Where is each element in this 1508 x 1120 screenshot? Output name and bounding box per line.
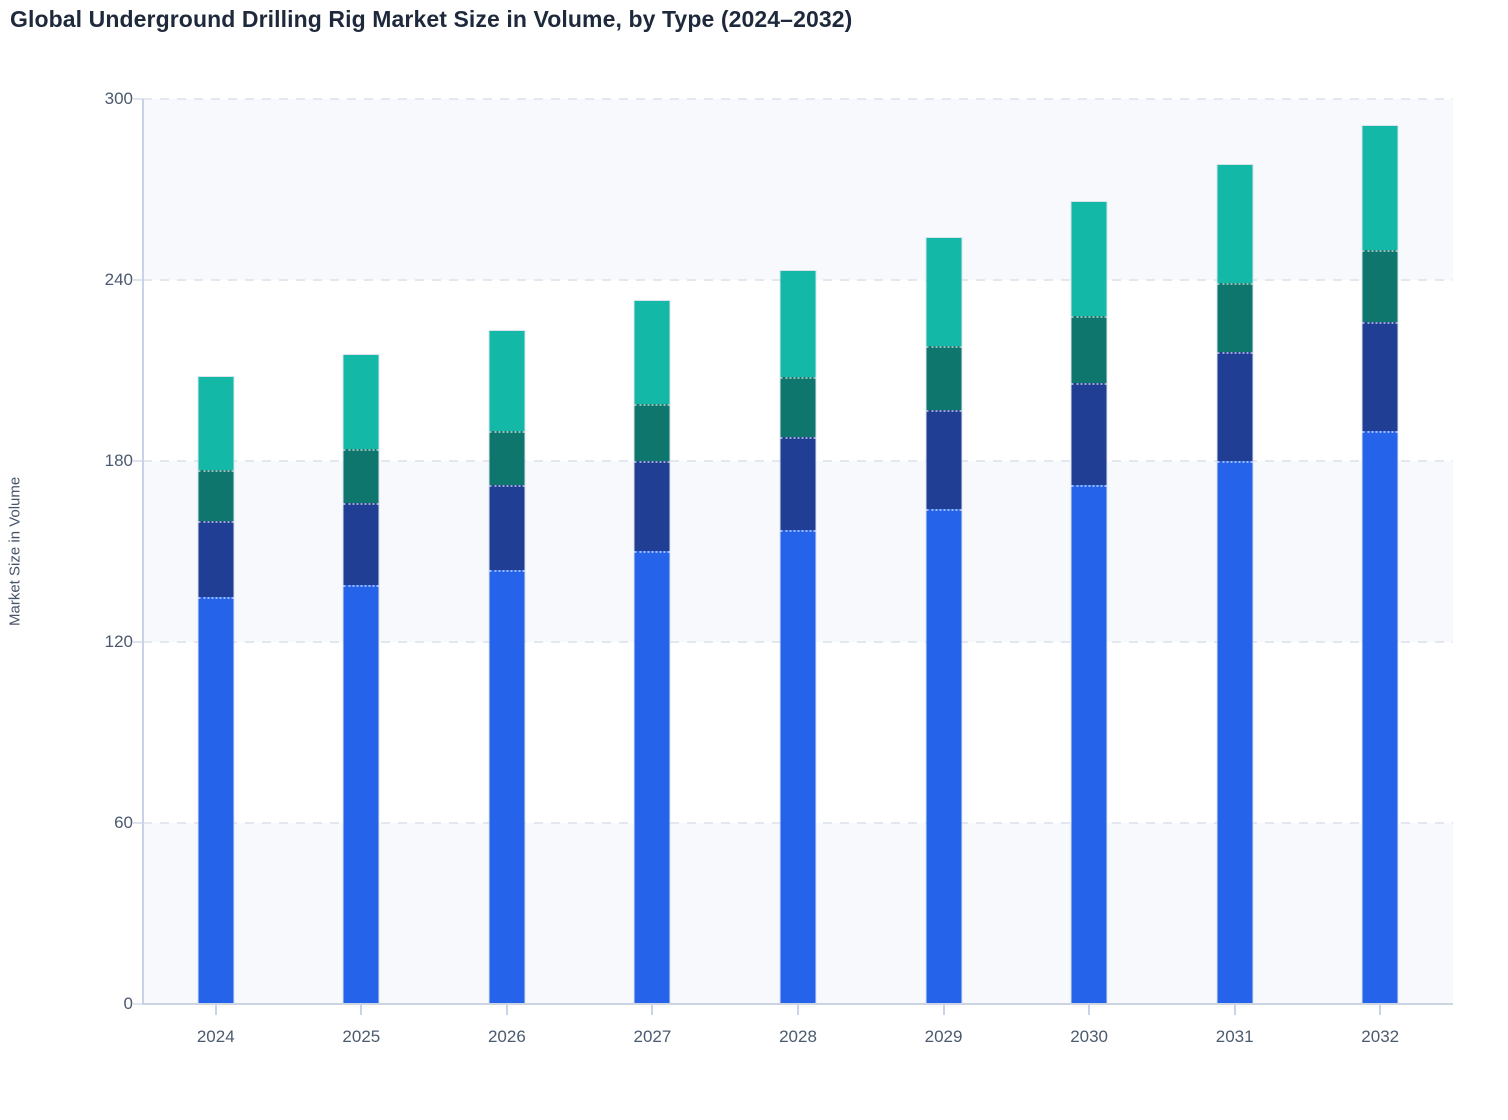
x-tick-mark-2032 — [1379, 1005, 1382, 1015]
bar-2028-segment-1[interactable] — [780, 530, 816, 1004]
bar-2030-segment-2[interactable] — [1071, 382, 1107, 486]
x-tick-mark-2030 — [1088, 1005, 1091, 1015]
bar-2024-segment-1[interactable] — [198, 596, 234, 1004]
bar-2031-segment-2[interactable] — [1217, 352, 1253, 461]
bar-2028-segment-3[interactable] — [780, 376, 816, 437]
x-tick-label-2032: 2032 — [1361, 1027, 1400, 1046]
bar-2027-segment-1[interactable] — [634, 551, 670, 1004]
y-tick-label-180: 180 — [104, 451, 133, 470]
x-tick-label-2025: 2025 — [342, 1027, 381, 1046]
bar-2025-segment-2[interactable] — [343, 503, 379, 585]
bar-2032-segment-4[interactable] — [1362, 126, 1398, 250]
bar-2030[interactable] — [1071, 201, 1107, 1004]
bar-2026-segment-3[interactable] — [489, 430, 525, 486]
bar-2030-segment-1[interactable] — [1071, 485, 1107, 1004]
bar-2027-segment-2[interactable] — [634, 461, 670, 552]
y-tick-mark-0 — [133, 1003, 143, 1005]
x-axis-tick-labels: 2024 2025 2026 2027 2028 2029 2030 2031 2032 — [143, 1027, 1453, 1053]
x-tick-label-2027: 2027 — [633, 1027, 672, 1046]
x-axis-line — [143, 1003, 1453, 1005]
bar-2028[interactable] — [780, 270, 816, 1004]
x-tick-label-2030: 2030 — [1070, 1027, 1109, 1046]
x-tick-label-2028: 2028 — [779, 1027, 817, 1046]
y-tick-label-240: 240 — [104, 270, 133, 289]
y-tick-mark-60 — [133, 822, 143, 824]
bar-2029-segment-2[interactable] — [926, 409, 962, 510]
x-tick-mark-2026 — [505, 1005, 508, 1015]
bar-2031-segment-4[interactable] — [1217, 165, 1253, 284]
bar-2027[interactable] — [634, 301, 670, 1004]
x-tick-mark-2024 — [214, 1005, 217, 1015]
bar-2028-segment-4[interactable] — [780, 270, 816, 377]
bar-2026-segment-4[interactable] — [489, 331, 525, 431]
gridline-300 — [143, 98, 1453, 100]
bar-2029[interactable] — [926, 237, 962, 1004]
chart-title: Global Underground Drilling Rig Market S… — [10, 6, 853, 32]
y-tick-label-0: 0 — [123, 994, 133, 1013]
bar-2032-segment-2[interactable] — [1362, 322, 1398, 431]
bar-2024-segment-3[interactable] — [198, 470, 234, 522]
bar-2025-segment-3[interactable] — [343, 448, 379, 504]
y-axis-title: Market Size in Volume — [6, 476, 24, 627]
bar-2031-segment-1[interactable] — [1217, 460, 1253, 1004]
x-tick-label-2029: 2029 — [924, 1027, 963, 1046]
y-axis-tick-labels: 0 60 120 180 240 300 — [40, 89, 133, 1013]
x-tick-mark-2025 — [360, 1005, 363, 1015]
x-tick-label-2024: 2024 — [196, 1027, 235, 1046]
y-tick-mark-120 — [133, 641, 143, 643]
bar-2030-segment-4[interactable] — [1071, 201, 1107, 317]
bar-2025-segment-1[interactable] — [343, 584, 379, 1004]
y-axis-tick-marks — [133, 98, 143, 1005]
y-tick-label-120: 120 — [104, 632, 133, 651]
x-tick-mark-2027 — [651, 1005, 654, 1015]
bar-2032-segment-3[interactable] — [1362, 249, 1398, 323]
bar-2029-segment-1[interactable] — [926, 509, 962, 1004]
x-tick-label-2031: 2031 — [1215, 1027, 1254, 1046]
bar-2031[interactable] — [1217, 165, 1253, 1004]
bar-2026[interactable] — [489, 331, 525, 1004]
y-tick-mark-180 — [133, 460, 143, 462]
x-tick-mark-2028 — [797, 1005, 799, 1015]
bar-2032[interactable] — [1362, 126, 1398, 1004]
bar-2024[interactable] — [198, 376, 234, 1004]
x-tick-label-2026: 2026 — [487, 1027, 526, 1046]
bar-2024-segment-2[interactable] — [198, 521, 234, 597]
bar-2027-segment-4[interactable] — [634, 301, 670, 404]
x-tick-mark-2031 — [1233, 1005, 1236, 1015]
y-tick-label-60: 60 — [114, 813, 133, 832]
bar-2024-segment-4[interactable] — [198, 376, 234, 471]
y-tick-label-300: 300 — [104, 89, 133, 108]
bar-2032-segment-1[interactable] — [1362, 430, 1398, 1004]
bar-2026-segment-2[interactable] — [489, 485, 525, 570]
bar-2025[interactable] — [343, 355, 379, 1004]
bar-2025-segment-4[interactable] — [343, 355, 379, 449]
y-tick-mark-240 — [133, 279, 143, 281]
bar-2029-segment-4[interactable] — [926, 237, 962, 347]
bar-2031-segment-3[interactable] — [1217, 283, 1253, 353]
plot-area — [143, 98, 1453, 1004]
x-tick-mark-2029 — [942, 1005, 945, 1015]
y-axis-line — [142, 99, 144, 1005]
x-axis-tick-marks — [143, 1005, 1453, 1015]
bar-2026-segment-1[interactable] — [489, 569, 525, 1004]
bar-2030-segment-3[interactable] — [1071, 316, 1107, 383]
y-tick-mark-300 — [133, 98, 143, 100]
bar-2027-segment-3[interactable] — [634, 403, 670, 461]
bar-2029-segment-3[interactable] — [926, 346, 962, 410]
bar-2028-segment-2[interactable] — [780, 436, 816, 531]
